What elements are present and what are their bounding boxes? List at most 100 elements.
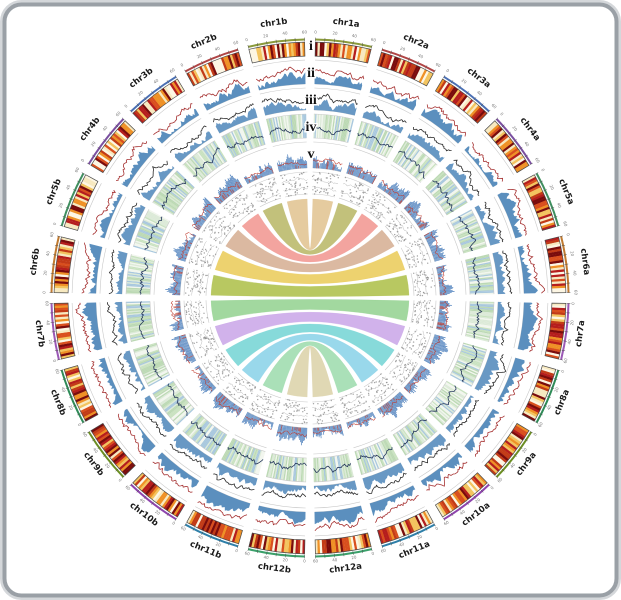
- svg-text:20: 20: [569, 251, 575, 257]
- svg-text:40: 40: [65, 184, 72, 191]
- svg-text:40: 40: [523, 140, 530, 147]
- svg-text:0: 0: [566, 233, 572, 237]
- chromosome-label: chr7a: [574, 319, 587, 347]
- track-label-iii: iii: [305, 93, 317, 108]
- svg-text:20: 20: [48, 339, 54, 345]
- svg-text:20: 20: [263, 33, 269, 39]
- svg-text:0: 0: [570, 302, 575, 305]
- svg-text:20: 20: [474, 497, 481, 504]
- svg-text:40: 40: [45, 250, 51, 256]
- svg-text:40: 40: [60, 386, 67, 393]
- svg-text:20: 20: [90, 140, 97, 147]
- svg-text:40: 40: [398, 541, 405, 548]
- ideogram-ring: [50, 38, 570, 558]
- svg-text:0: 0: [434, 525, 439, 531]
- svg-text:0: 0: [540, 168, 546, 173]
- svg-text:0: 0: [489, 485, 495, 491]
- svg-text:20: 20: [351, 554, 357, 560]
- svg-text:40: 40: [92, 447, 99, 454]
- svg-text:60: 60: [537, 421, 544, 428]
- svg-text:60: 60: [313, 558, 319, 563]
- svg-text:0: 0: [499, 111, 505, 117]
- svg-text:20: 20: [549, 184, 556, 191]
- svg-text:60: 60: [443, 519, 450, 526]
- svg-text:40: 40: [509, 462, 516, 469]
- svg-text:40: 40: [572, 270, 577, 276]
- chromosome-label: chr1b: [260, 17, 288, 30]
- svg-text:60: 60: [244, 550, 251, 556]
- svg-text:0: 0: [235, 548, 239, 554]
- svg-text:60: 60: [562, 221, 568, 228]
- track-i: [71, 59, 549, 537]
- svg-text:0: 0: [171, 520, 176, 526]
- svg-text:60: 60: [370, 37, 377, 43]
- svg-text:40: 40: [45, 320, 50, 326]
- chromosome-label: chr7b: [33, 319, 46, 347]
- svg-text:0: 0: [180, 62, 185, 68]
- track-label-i: i: [309, 39, 313, 54]
- svg-text:60: 60: [491, 102, 498, 109]
- track-v: [183, 171, 437, 425]
- svg-text:20: 20: [137, 89, 144, 96]
- svg-text:0: 0: [532, 431, 538, 436]
- svg-text:20: 20: [57, 202, 64, 209]
- svg-text:0: 0: [117, 477, 123, 483]
- svg-text:60: 60: [180, 525, 187, 532]
- svg-text:60: 60: [302, 29, 308, 34]
- svg-text:40: 40: [351, 33, 357, 39]
- svg-text:0: 0: [560, 369, 566, 373]
- svg-text:40: 40: [459, 509, 466, 516]
- svg-text:60: 60: [573, 290, 578, 296]
- svg-text:40: 40: [152, 77, 159, 84]
- svg-text:60: 60: [124, 484, 131, 491]
- svg-text:60: 60: [49, 231, 55, 238]
- svg-text:60: 60: [114, 110, 121, 117]
- svg-text:40: 40: [332, 557, 338, 562]
- svg-text:60: 60: [562, 357, 568, 364]
- svg-text:40: 40: [476, 89, 483, 96]
- svg-text:60: 60: [45, 301, 50, 307]
- svg-text:20: 20: [42, 270, 47, 276]
- svg-text:20: 20: [196, 53, 203, 60]
- svg-text:0: 0: [371, 551, 375, 557]
- svg-text:20: 20: [461, 78, 468, 85]
- svg-text:0: 0: [382, 40, 386, 46]
- track-label-iv: iv: [306, 120, 317, 135]
- svg-text:0: 0: [303, 558, 306, 563]
- svg-text:0: 0: [80, 157, 86, 162]
- svg-text:40: 40: [197, 534, 204, 541]
- svg-text:40: 40: [556, 202, 563, 209]
- svg-text:60: 60: [534, 157, 541, 164]
- svg-text:60: 60: [73, 166, 80, 173]
- svg-text:0: 0: [445, 68, 450, 74]
- track-label-ii: ii: [307, 66, 315, 81]
- track-iv: [153, 141, 467, 455]
- chromosome-label: chr12b: [257, 562, 291, 576]
- track-label-v: v: [308, 147, 315, 162]
- svg-text:40: 40: [546, 404, 553, 411]
- svg-text:60: 60: [54, 368, 60, 375]
- chromosome-label: chr6a: [578, 248, 591, 276]
- svg-text:60: 60: [435, 61, 442, 68]
- svg-text:20: 20: [104, 462, 111, 469]
- svg-text:40: 40: [101, 125, 108, 132]
- svg-text:40: 40: [139, 497, 146, 504]
- svg-text:20: 20: [569, 320, 574, 326]
- svg-text:60: 60: [169, 67, 176, 74]
- chromosome-label: chr12a: [329, 562, 363, 576]
- svg-text:0: 0: [123, 103, 129, 109]
- svg-text:0: 0: [314, 30, 317, 35]
- svg-text:40: 40: [214, 45, 221, 52]
- svg-text:0: 0: [245, 37, 249, 43]
- track-ii: [99, 87, 521, 509]
- svg-text:20: 20: [154, 509, 161, 516]
- svg-text:20: 20: [521, 446, 528, 453]
- chromosome-label: chr1a: [332, 17, 360, 30]
- svg-text:40: 40: [566, 338, 572, 344]
- svg-text:40: 40: [263, 554, 269, 560]
- svg-text:20: 20: [511, 125, 518, 132]
